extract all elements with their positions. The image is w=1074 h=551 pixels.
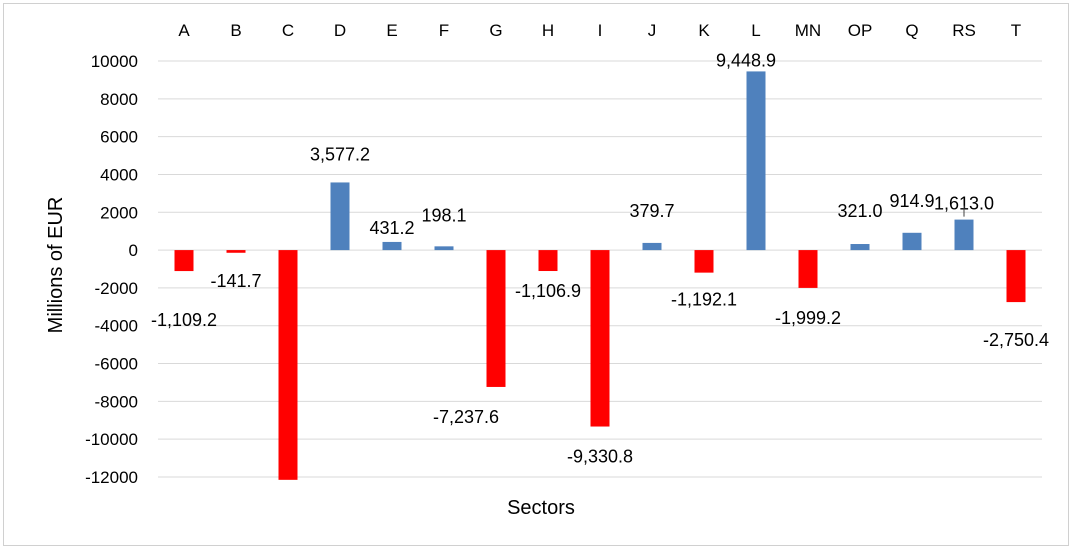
bar-f <box>434 246 454 251</box>
bar-mn <box>798 250 818 288</box>
y-tick-label: -2000 <box>95 279 138 298</box>
x-axis-title: Sectors <box>507 497 575 519</box>
data-label: 3,577.2 <box>310 144 370 164</box>
data-label: 9,448.9 <box>716 50 776 70</box>
y-axis-title: Millions of EUR <box>45 197 67 334</box>
bar-op <box>850 244 870 251</box>
bar-q <box>902 232 922 251</box>
y-tick-label: 4000 <box>100 165 138 184</box>
data-label: -1,192.1 <box>671 290 737 310</box>
y-tick-label: -12000 <box>85 468 138 487</box>
y-axis-ticks: 10000 8000 6000 4000 2000 0 -2000 -4000 -6000 -80… <box>85 52 138 487</box>
y-tick-label: -8000 <box>95 392 138 411</box>
data-label: 1,613.0 <box>934 194 994 214</box>
bar-g <box>486 250 506 387</box>
y-tick-label: 0 <box>129 241 138 260</box>
x-tick-label: A <box>178 21 190 40</box>
data-label: 379.7 <box>629 201 674 221</box>
bar-b <box>226 250 246 253</box>
x-tick-label: B <box>230 21 241 40</box>
x-tick-label: C <box>282 21 294 40</box>
x-tick-label: G <box>489 21 502 40</box>
x-tick-label: J <box>648 21 657 40</box>
bar-c <box>278 250 298 480</box>
bar-t <box>1006 250 1026 303</box>
bar-d <box>330 182 350 251</box>
bar-l <box>746 71 766 251</box>
data-label: -1,106.9 <box>515 281 581 301</box>
y-tick-label: 8000 <box>100 90 138 109</box>
data-label: -1,109.2 <box>151 310 217 330</box>
x-tick-label: RS <box>952 21 976 40</box>
bar-e <box>382 241 402 251</box>
y-tick-label: 2000 <box>100 203 138 222</box>
bar-k <box>694 250 714 273</box>
x-tick-label: T <box>1011 21 1021 40</box>
bar-rs <box>954 219 974 251</box>
chart-area <box>3 3 1069 546</box>
y-tick-label: 6000 <box>100 128 138 147</box>
x-tick-label: I <box>598 21 603 40</box>
data-label: -1,999.2 <box>775 308 841 328</box>
data-labels: -1,109.2 -141.7 3,577.2 431.2 198.1 -7,237.6 -… <box>151 50 1049 466</box>
x-tick-label: H <box>542 21 554 40</box>
y-tick-label: -4000 <box>95 317 138 336</box>
bar-i <box>590 250 610 427</box>
x-tick-label: F <box>439 21 449 40</box>
y-tick-label: 10000 <box>91 52 138 71</box>
data-label: -2,750.4 <box>983 330 1049 350</box>
y-tick-label: -10000 <box>85 430 138 449</box>
bar-a <box>174 250 194 272</box>
data-label: 321.0 <box>837 201 882 221</box>
x-axis-categories: A B C D E F G H I J K L MN OP Q RS T <box>178 21 1021 40</box>
x-tick-label: E <box>386 21 397 40</box>
x-tick-label: L <box>751 21 760 40</box>
bars <box>174 71 1026 480</box>
data-label: 914.9 <box>889 191 934 211</box>
x-tick-label: MN <box>795 21 821 40</box>
data-label: -9,330.8 <box>567 447 633 467</box>
data-label: -7,237.6 <box>433 407 499 427</box>
data-label: 198.1 <box>421 205 466 225</box>
data-label: -141.7 <box>210 271 261 291</box>
y-tick-label: -6000 <box>95 355 138 374</box>
bar-j <box>642 242 662 251</box>
x-tick-label: Q <box>905 21 918 40</box>
x-tick-label: K <box>698 21 710 40</box>
bar-h <box>538 250 558 272</box>
x-tick-label: D <box>334 21 346 40</box>
x-tick-label: OP <box>848 21 873 40</box>
data-label: 431.2 <box>369 218 414 238</box>
